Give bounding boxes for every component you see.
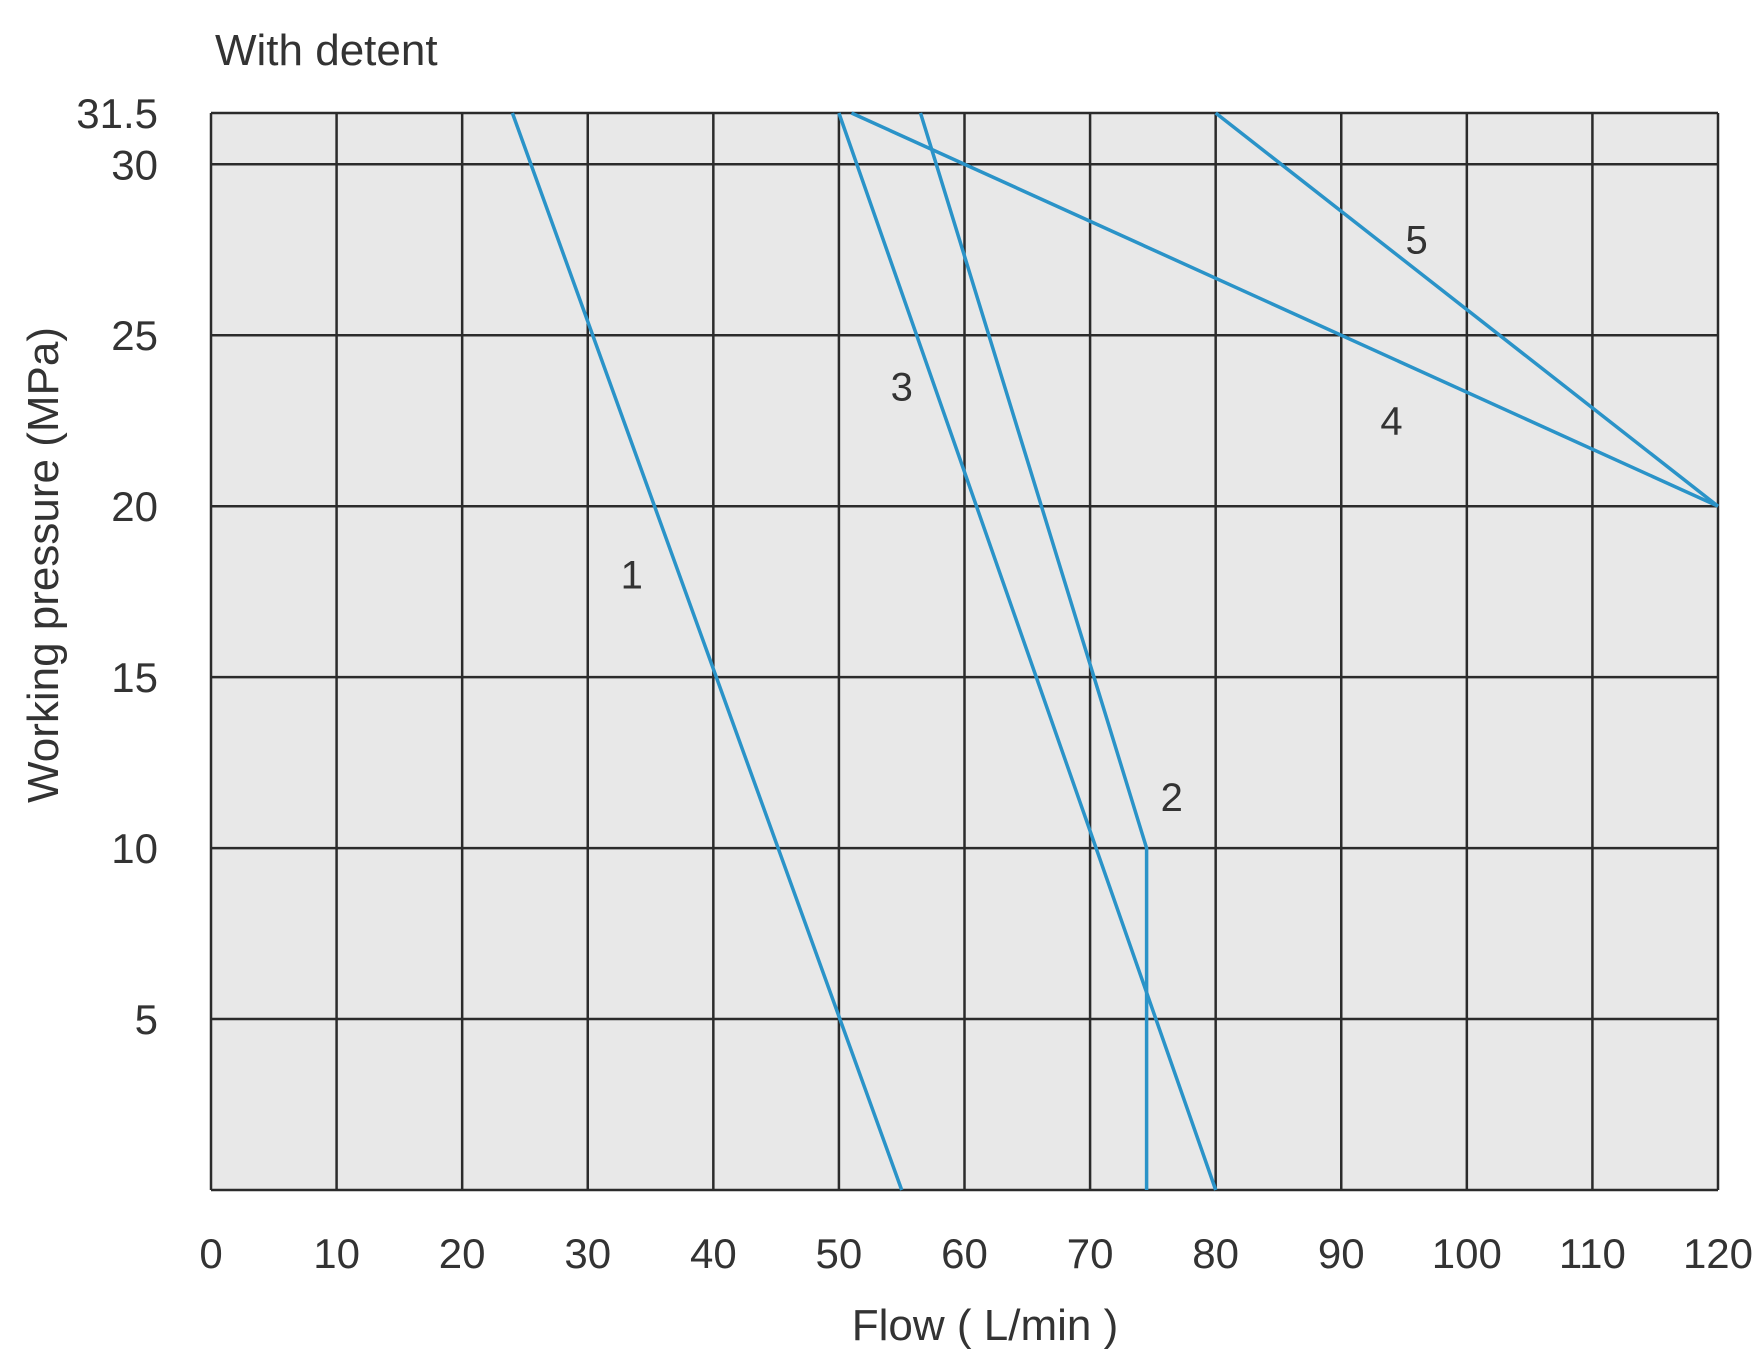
- y-tick-label: 15: [111, 654, 158, 701]
- y-axis-label: Working pressure (MPa): [19, 327, 68, 803]
- series-line-5: [1214, 111, 1720, 508]
- x-tick-label: 110: [1559, 1230, 1626, 1277]
- x-tick-label: 20: [439, 1230, 486, 1277]
- x-tick-label: 90: [1318, 1230, 1365, 1277]
- x-tick-label: 120: [1683, 1230, 1752, 1277]
- x-axis-ticks: 0 10 20 30 40 50 60 70 80 90 100 110 120: [199, 1230, 1752, 1277]
- y-tick-label: 5: [135, 996, 158, 1043]
- series-label-4: 4: [1380, 400, 1402, 444]
- series-label-1: 1: [621, 554, 643, 598]
- grid: [209, 111, 1720, 1192]
- x-tick-label: 50: [816, 1230, 863, 1277]
- y-tick-label: 25: [111, 312, 158, 359]
- y-tick-label: 20: [111, 483, 158, 530]
- x-tick-label: 30: [564, 1230, 611, 1277]
- x-tick-label: 60: [941, 1230, 988, 1277]
- x-tick-label: 10: [313, 1230, 360, 1277]
- x-tick-label: 100: [1432, 1230, 1502, 1277]
- series-line-4: [850, 111, 1719, 508]
- series-label-2: 2: [1161, 776, 1183, 820]
- x-tick-label: 80: [1192, 1230, 1239, 1277]
- chart-title: With detent: [215, 26, 438, 75]
- series-line-3: [837, 112, 1218, 1191]
- x-tick-label: 0: [199, 1230, 222, 1277]
- x-tick-label: 40: [690, 1230, 737, 1277]
- y-tick-label: 10: [111, 825, 158, 872]
- series-label-3: 3: [891, 366, 913, 410]
- series-line-1: [510, 112, 904, 1191]
- x-tick-label: 70: [1067, 1230, 1114, 1277]
- x-axis-label: Flow ( L/min ): [852, 1301, 1118, 1350]
- y-tick-label: 30: [111, 141, 158, 188]
- y-tick-label: 31.5: [76, 90, 158, 137]
- series-labels: 1 2 3 4 5: [621, 219, 1428, 820]
- series-line-2: [918, 112, 1149, 1190]
- series-lines: [510, 111, 1720, 1191]
- series-label-5: 5: [1405, 219, 1427, 263]
